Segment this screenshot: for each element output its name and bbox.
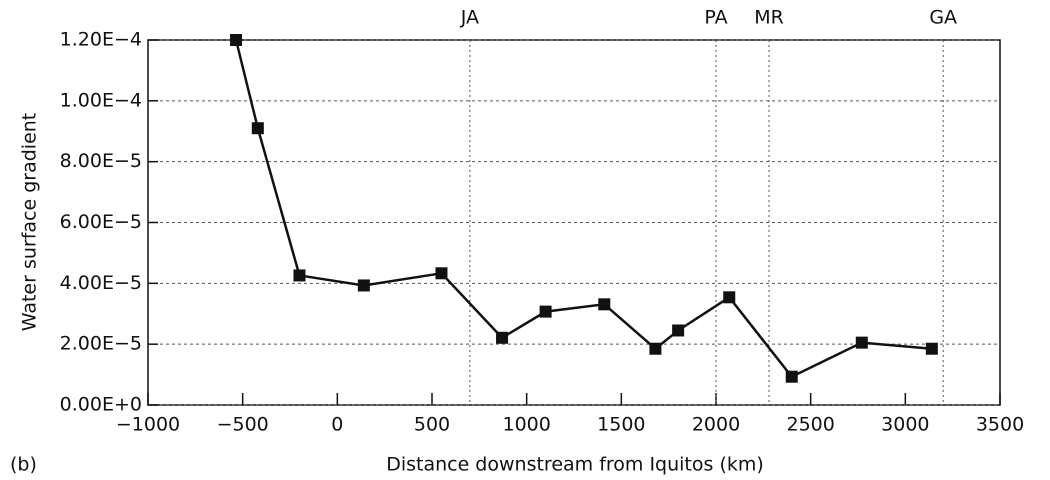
y-axis-label: Water surface gradient <box>19 113 41 332</box>
x-tick-label: 2000 <box>692 414 740 436</box>
y-tick-label: 1.00E−4 <box>60 89 142 111</box>
y-tick-label: 2.00E−5 <box>60 333 142 355</box>
x-axis-label: Distance downstream from Iquitos (km) <box>386 454 764 476</box>
data-point <box>723 291 736 304</box>
annotation: JA <box>460 7 479 29</box>
data-point <box>230 34 243 46</box>
x-tick-label: 2500 <box>786 414 834 436</box>
data-point <box>496 331 509 344</box>
data-point <box>293 269 306 282</box>
y-tick-label: 8.00E−5 <box>60 150 142 172</box>
x-tick-label: 1000 <box>502 414 550 436</box>
y-tick-label: 6.00E−5 <box>60 211 142 233</box>
x-tick-label: −1000 <box>116 414 180 436</box>
data-point <box>649 342 662 355</box>
x-tick-label: 500 <box>414 414 450 436</box>
x-tick-label: 3000 <box>881 414 929 436</box>
y-tick-label: 1.20E−4 <box>60 29 142 51</box>
annotation: GA <box>929 7 957 29</box>
annotation: PA <box>704 7 727 29</box>
annotation: MR <box>754 7 784 29</box>
data-line <box>234 39 932 379</box>
data-point <box>925 342 938 355</box>
y-tick-label: 0.00E+0 <box>60 394 142 416</box>
data-point <box>435 267 448 280</box>
data-point <box>672 324 685 337</box>
data-point <box>598 298 611 311</box>
x-tick-label: 0 <box>331 414 343 436</box>
x-tick-label: −500 <box>217 414 269 436</box>
x-tick-label: 1500 <box>597 414 645 436</box>
data-point <box>539 305 552 318</box>
panel-label: (b) <box>10 454 37 476</box>
data-point <box>855 336 868 349</box>
data-point <box>785 370 798 383</box>
x-tick-label: 3500 <box>976 414 1024 436</box>
data-point <box>357 279 370 292</box>
data-point <box>251 122 264 135</box>
y-tick-label: 4.00E−5 <box>60 272 142 294</box>
